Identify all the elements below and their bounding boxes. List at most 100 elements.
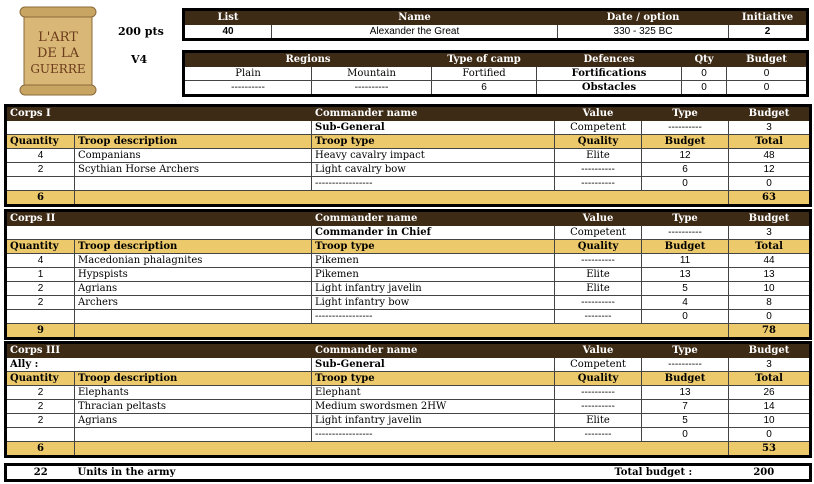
obstacles-qty[interactable]: 0 xyxy=(681,80,728,96)
troop-quality[interactable]: ---------- xyxy=(554,176,642,191)
region-mountain-2[interactable]: ---------- xyxy=(310,80,433,96)
troop-type-header: Troop type xyxy=(311,134,555,149)
commander-name[interactable]: Commander in Chief xyxy=(311,225,556,240)
troop-quality[interactable]: ---------- xyxy=(554,253,643,268)
quantity-header: Quantity xyxy=(5,371,75,386)
troop-quality[interactable]: Elite xyxy=(554,267,643,282)
troop-quality[interactable]: ---------- xyxy=(554,295,643,310)
troop-total: 14 xyxy=(728,399,811,414)
units-count: 22 xyxy=(33,467,48,478)
troop-quality[interactable]: -------- xyxy=(554,427,643,442)
region-mountain[interactable]: Mountain xyxy=(310,66,433,81)
region-plain-2[interactable]: ---------- xyxy=(183,80,312,96)
troop-type[interactable]: ----------------- xyxy=(311,176,555,191)
commander-value[interactable]: Competent xyxy=(554,120,642,135)
troop-row: 2 Archers Light infantry bow ---------- 4 8 xyxy=(5,295,811,310)
troop-quality[interactable]: -------- xyxy=(554,309,643,324)
troop-quantity[interactable]: 2 xyxy=(5,295,75,310)
troop-quantity[interactable] xyxy=(5,309,75,324)
commander-budget: 3 xyxy=(728,225,811,240)
fortifications-qty[interactable]: 0 xyxy=(681,66,728,81)
troop-quality[interactable]: ---------- xyxy=(554,399,643,414)
troop-description[interactable]: Agrians xyxy=(73,413,313,428)
troop-type[interactable]: Pikemen xyxy=(311,267,556,282)
troop-row: ----------------- -------- 0 0 xyxy=(5,309,811,324)
troop-description[interactable]: Agrians xyxy=(73,281,313,296)
total-header: Total xyxy=(728,134,811,149)
region-plain[interactable]: Plain xyxy=(183,66,312,81)
troop-description[interactable]: Companians xyxy=(74,148,312,163)
troop-total: 26 xyxy=(728,385,811,400)
troop-quantity[interactable]: 2 xyxy=(5,413,75,428)
commander-value[interactable]: Competent xyxy=(554,225,643,240)
troop-quantity[interactable] xyxy=(5,427,75,442)
troop-quantity[interactable]: 2 xyxy=(5,281,75,296)
troop-quantity[interactable] xyxy=(5,176,75,191)
army-name[interactable]: Alexander the Great xyxy=(271,24,558,40)
troop-quantity[interactable]: 2 xyxy=(5,162,75,177)
commander-name[interactable]: Sub-General xyxy=(311,120,555,135)
commander-type[interactable]: ---------- xyxy=(641,120,729,135)
corps-total-quantity: 6 xyxy=(5,190,75,206)
troop-quantity[interactable]: 4 xyxy=(5,253,75,268)
troop-quality[interactable]: ---------- xyxy=(554,385,643,400)
list-header: List xyxy=(183,9,272,25)
troop-description[interactable] xyxy=(73,309,313,324)
lart-de-la-guerre-logo: L'ART DE LA GUERRE xyxy=(19,6,97,96)
troop-quality[interactable]: Elite xyxy=(554,413,643,428)
army-summary: 22 Units in the army Total budget : 200 xyxy=(4,463,812,482)
troop-type[interactable]: Pikemen xyxy=(311,253,556,268)
troop-type[interactable]: ----------------- xyxy=(311,309,556,324)
troop-quantity[interactable]: 1 xyxy=(5,267,75,282)
troop-type[interactable]: Heavy cavalry impact xyxy=(311,148,555,163)
troop-quality[interactable]: ---------- xyxy=(554,162,642,177)
troop-unit-budget: 5 xyxy=(641,281,730,296)
list-table: List Name Date / option Initiative 40 Al… xyxy=(182,8,809,41)
troop-type[interactable]: ----------------- xyxy=(311,427,556,442)
troop-unit-budget: 0 xyxy=(641,176,729,191)
camp-value: 6 xyxy=(431,80,538,96)
troop-unit-budget: 4 xyxy=(641,295,730,310)
troop-description[interactable]: Macedonian phalagnites xyxy=(73,253,313,268)
troop-description-header: Troop description xyxy=(73,239,313,254)
troop-unit-budget: 12 xyxy=(641,148,729,163)
troop-description[interactable]: Archers xyxy=(73,295,313,310)
troop-type[interactable]: Elephant xyxy=(311,385,556,400)
corps-table-2: Corps II Commander name Value Type Budget Com… xyxy=(4,209,812,340)
commander-value[interactable]: Competent xyxy=(554,357,643,372)
troop-quality[interactable]: Elite xyxy=(554,281,643,296)
value-header: Value xyxy=(554,210,643,226)
troop-quantity[interactable]: 2 xyxy=(5,399,75,414)
commander-type[interactable]: ---------- xyxy=(641,357,730,372)
troop-description-header: Troop description xyxy=(73,371,313,386)
troop-type[interactable]: Light infantry bow xyxy=(311,295,556,310)
regions-header: Regions xyxy=(182,51,433,67)
troop-description[interactable]: Elephants xyxy=(73,385,313,400)
troop-description[interactable]: Scythian Horse Archers xyxy=(74,162,312,177)
defences-header: Defences xyxy=(536,51,683,67)
troop-type[interactable]: Light cavalry bow xyxy=(311,162,555,177)
defence-fortifications: Fortifications xyxy=(536,66,683,81)
troop-type[interactable]: Medium swordsmen 2HW xyxy=(311,399,556,414)
troop-description[interactable] xyxy=(74,176,312,191)
camp-type[interactable]: Fortified xyxy=(431,66,538,81)
commander-name[interactable]: Sub-General xyxy=(311,357,556,372)
troop-type[interactable]: Light infantry javelin xyxy=(311,413,556,428)
troop-row: 2 Agrians Light infantry javelin Elite 5 10 xyxy=(5,281,811,296)
list-number[interactable]: 40 xyxy=(183,24,272,40)
commander-type[interactable]: ---------- xyxy=(641,225,730,240)
troop-description[interactable]: Thracian peltasts xyxy=(73,399,313,414)
troop-type[interactable]: Light infantry javelin xyxy=(311,281,556,296)
svg-text:L'ART: L'ART xyxy=(38,30,78,45)
troop-quantity[interactable]: 4 xyxy=(5,148,75,163)
troop-description[interactable] xyxy=(73,427,313,442)
troop-description[interactable]: Hypspists xyxy=(73,267,313,282)
troop-quantity[interactable]: 2 xyxy=(5,385,75,400)
budget-header: Budget xyxy=(728,105,811,121)
troop-quality[interactable]: Elite xyxy=(554,148,642,163)
date-option[interactable]: 330 - 325 BC xyxy=(557,24,729,40)
value-header: Value xyxy=(554,342,643,358)
initiative-value[interactable]: 2 xyxy=(728,24,808,40)
date-header: Date / option xyxy=(557,9,729,25)
commander-name-header: Commander name xyxy=(311,342,556,358)
